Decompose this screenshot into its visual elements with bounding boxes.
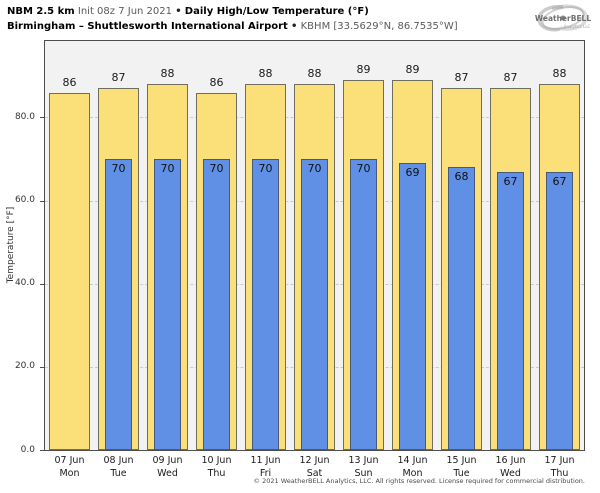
x-tick-label: 09 Jun Wed [140, 455, 196, 480]
x-tick-label: 16 Jun Wed [483, 455, 539, 480]
y-tick-label: 40.0 [14, 278, 35, 289]
low-value-label: 70 [356, 162, 371, 176]
x-tick-label: 07 Jun Mon [42, 455, 98, 480]
high-value-label: 87 [454, 71, 469, 85]
header-line-2: Birmingham – Shuttlesworth International… [7, 19, 458, 34]
x-tick-label: 17 Jun Thu [532, 455, 588, 480]
product-title: Daily High/Low Temperature (°F) [184, 6, 369, 17]
y-tick-mark [40, 366, 44, 368]
x-tick-day: Mon [402, 467, 423, 479]
x-tick-date: 09 Jun [152, 455, 183, 466]
low-value-label: 67 [552, 174, 567, 188]
high-value-label: 88 [307, 67, 322, 81]
y-tick-label: 20.0 [14, 361, 35, 372]
location-name: Birmingham – Shuttlesworth International… [7, 21, 288, 32]
x-tick-day: Fri [259, 467, 272, 479]
x-tick-day: Thu [207, 467, 226, 479]
plot-area: 86 87 70 88 70 86 70 88 70 88 70 89 70 89 69 87 68 87 67 88… [44, 40, 585, 451]
x-tick-date: 15 Jun [446, 455, 477, 466]
x-tick-date: 12 Jun [299, 455, 330, 466]
x-tick-label: 14 Jun Mon [385, 455, 441, 480]
logo-swirl-icon [537, 4, 588, 32]
y-tick-label: 60.0 [14, 195, 35, 206]
low-value-label: 69 [405, 166, 420, 180]
low-value-label: 70 [209, 162, 224, 176]
low-bar: 70 [350, 159, 377, 450]
x-tick-label: 08 Jun Tue [91, 455, 147, 480]
x-tick-label: 15 Jun Tue [434, 455, 490, 480]
x-tick-label: 13 Jun Sun [336, 455, 392, 480]
low-value-label: 70 [160, 162, 175, 176]
y-tick-mark [40, 450, 44, 451]
logo-graphic: WeatherBELL Analytics LLC [535, 4, 591, 32]
high-value-label: 89 [356, 63, 371, 77]
low-bar: 68 [448, 167, 475, 450]
logo-sub-text: Analytics LLC [564, 24, 591, 29]
x-tick-day: Sun [354, 467, 373, 479]
x-axis: 07 Jun Mon 08 Jun Tue 09 Jun Wed 10 Jun Thu 11 J… [44, 455, 585, 483]
high-bar [49, 92, 90, 450]
low-bar: 69 [399, 163, 426, 450]
high-value-label: 89 [405, 63, 420, 77]
x-tick-day: Wed [157, 467, 178, 479]
low-value-label: 67 [503, 174, 518, 188]
y-tick-label: 0.0 [20, 444, 35, 455]
x-tick-date: 13 Jun [348, 455, 379, 466]
y-tick-mark [40, 200, 44, 202]
low-value-label: 70 [258, 162, 273, 176]
high-value-label: 88 [160, 67, 175, 81]
x-tick-day: Mon [59, 467, 80, 479]
x-tick-day: Tue [110, 467, 127, 479]
y-tick-mark [40, 283, 44, 285]
x-tick-date: 17 Jun [544, 455, 575, 466]
high-value-label: 88 [258, 67, 273, 81]
x-tick-label: 10 Jun Thu [189, 455, 245, 480]
x-tick-date: 11 Jun [250, 455, 281, 466]
model-name: NBM 2.5 km [7, 6, 75, 17]
station-id: KBHM [33.5629°N, 86.7535°W] [300, 21, 458, 32]
x-tick-date: 10 Jun [201, 455, 232, 466]
low-bar: 70 [105, 159, 132, 450]
x-tick-date: 07 Jun [54, 455, 85, 466]
high-value-label: 86 [209, 75, 224, 89]
low-bar: 70 [154, 159, 181, 450]
x-tick-date: 16 Jun [495, 455, 526, 466]
x-tick-day: Thu [550, 467, 569, 479]
header-line-1: NBM 2.5 km Init 08z 7 Jun 2021 • Daily H… [7, 4, 458, 19]
separator-dot: • [175, 6, 182, 17]
y-tick-label: 80.0 [14, 111, 35, 122]
x-tick-label: 12 Jun Sat [287, 455, 343, 480]
high-value-label: 86 [62, 75, 77, 89]
low-value-label: 70 [111, 162, 126, 176]
logo-brand-text: WeatherBELL [535, 14, 591, 23]
high-value-label: 88 [552, 67, 567, 81]
y-tick-mark [40, 117, 44, 119]
low-bar: 67 [546, 171, 573, 450]
x-tick-date: 08 Jun [103, 455, 134, 466]
x-tick-label: 11 Jun Fri [238, 455, 294, 480]
copyright-text: © 2021 WeatherBELL Analytics, LLC. All r… [253, 477, 585, 485]
init-time: Init 08z 7 Jun 2021 [77, 6, 173, 17]
low-value-label: 68 [454, 170, 469, 184]
low-bar: 70 [301, 159, 328, 450]
x-tick-date: 14 Jun [397, 455, 428, 466]
y-axis: 0.0 20.0 40.0 60.0 80.0 [0, 40, 44, 455]
chart-header: NBM 2.5 km Init 08z 7 Jun 2021 • Daily H… [7, 4, 458, 34]
x-tick-day: Tue [453, 467, 470, 479]
high-value-label: 87 [503, 71, 518, 85]
separator-dot: • [291, 21, 298, 32]
high-value-label: 87 [111, 71, 126, 85]
weatherbell-logo: WeatherBELL Analytics LLC [530, 2, 596, 44]
low-bar: 70 [203, 159, 230, 450]
low-value-label: 70 [307, 162, 322, 176]
x-tick-day: Wed [500, 467, 521, 479]
low-bar: 67 [497, 171, 524, 450]
x-tick-day: Sat [306, 467, 323, 479]
low-bar: 70 [252, 159, 279, 450]
